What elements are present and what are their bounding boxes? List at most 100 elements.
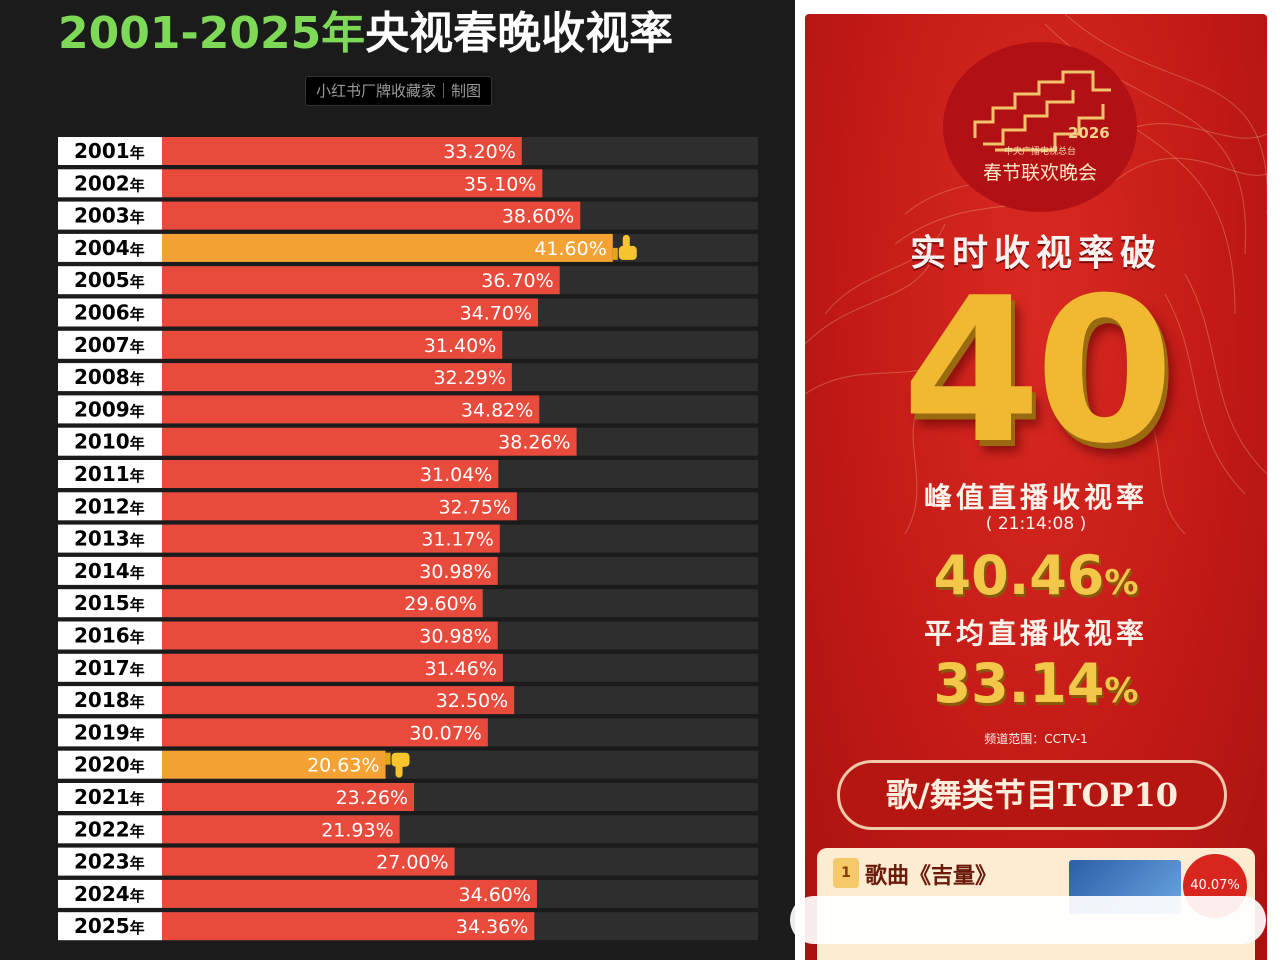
category-year: 2009 — [74, 397, 130, 421]
category-year: 2019 — [74, 720, 130, 744]
category-suffix: 年 — [130, 402, 145, 420]
value-label: 33.20% — [443, 141, 515, 163]
category-label: 2023年 — [74, 850, 145, 874]
category-year: 2015 — [74, 591, 130, 615]
bar — [162, 201, 581, 230]
value-label: 35.10% — [464, 173, 536, 195]
category-label-bg — [58, 233, 162, 262]
category-label: 2015年 — [74, 591, 145, 615]
category-label: 2004年 — [74, 236, 145, 260]
value-label: 38.60% — [502, 206, 574, 228]
category-label-bg — [58, 427, 162, 456]
category-suffix: 年 — [130, 499, 145, 517]
category-year: 2012 — [74, 494, 130, 518]
category-label-bg — [58, 783, 162, 811]
category-label-bg — [58, 686, 162, 715]
value-label: 36.70% — [481, 270, 553, 292]
value-label: 29.60% — [404, 593, 476, 615]
category-suffix: 年 — [130, 855, 145, 873]
category-suffix: 年 — [130, 176, 145, 194]
bar — [162, 686, 515, 715]
gala-emblem — [943, 42, 1137, 212]
category-label: 2001年 — [74, 139, 145, 163]
category-label-bg — [58, 589, 162, 618]
value-label: 30.98% — [419, 561, 491, 583]
credit-badge: 小红书厂牌收藏家｜制图 — [305, 76, 493, 106]
category-label: 2008年 — [74, 365, 145, 389]
category-year: 2024 — [74, 882, 130, 906]
bar — [162, 718, 488, 747]
emblem-organization: 中央广播电视总台 — [1003, 147, 1076, 157]
value-label: 34.70% — [460, 303, 532, 325]
category-year: 2002 — [74, 171, 130, 195]
category-suffix: 年 — [130, 370, 145, 388]
category-label-bg — [58, 395, 162, 424]
category-label: 2014年 — [74, 559, 145, 583]
category-label-bg — [58, 815, 162, 844]
category-suffix: 年 — [130, 144, 145, 162]
category-suffix: 年 — [130, 887, 145, 905]
category-label-bg — [58, 137, 162, 165]
bar — [162, 266, 560, 295]
value-label: 23.26% — [336, 787, 408, 809]
category-year: 2013 — [74, 527, 130, 551]
category-label-bg — [58, 621, 162, 650]
category-label: 2002年 — [74, 171, 145, 195]
category-label: 2003年 — [74, 204, 145, 228]
category-suffix: 年 — [130, 629, 145, 647]
bar — [162, 750, 386, 779]
category-label: 2012年 — [74, 494, 145, 518]
value-label: 32.50% — [436, 690, 508, 712]
value-label: 41.60% — [534, 238, 606, 260]
category-year: 2022 — [74, 817, 130, 841]
category-label-bg — [58, 653, 162, 682]
value-label: 34.82% — [461, 399, 533, 421]
category-label: 2010年 — [74, 430, 145, 454]
category-suffix: 年 — [130, 338, 145, 356]
headline-number: 40 — [901, 255, 1174, 488]
category-label: 2017年 — [74, 656, 145, 680]
chart-title-years: 2001-2025年 — [58, 8, 366, 59]
bar — [162, 233, 613, 262]
category-suffix: 年 — [130, 596, 145, 614]
decorative-swirl-lines — [805, 14, 1267, 535]
avg-rating-label: 平均直播收视率 — [923, 617, 1148, 650]
category-suffix: 年 — [130, 435, 145, 453]
bar — [162, 427, 577, 456]
category-suffix: 年 — [130, 919, 145, 937]
chart-title: 2001-2025年央视春晚收视率 — [58, 6, 778, 62]
category-year: 2023 — [74, 850, 130, 874]
value-label: 31.46% — [424, 658, 496, 680]
category-suffix: 年 — [130, 822, 145, 840]
category-suffix: 年 — [130, 790, 145, 808]
program-title: 歌曲《吉量》 — [865, 863, 998, 889]
rank-badge: 1 — [833, 858, 859, 888]
category-label: 2024年 — [74, 882, 145, 906]
category-year: 2004 — [74, 236, 130, 260]
category-year: 2016 — [74, 624, 130, 648]
category-label-bg — [58, 879, 162, 908]
category-label-bg — [58, 460, 162, 488]
bar — [162, 621, 498, 650]
bar — [162, 363, 512, 392]
category-label: 2022年 — [74, 817, 145, 841]
peak-rating-number: 40.46 — [933, 544, 1105, 607]
category-year: 2010 — [74, 430, 130, 454]
peak-time: ( 21:14:08 ) — [985, 514, 1087, 534]
category-label-bg — [58, 330, 162, 359]
bar — [162, 395, 540, 424]
value-label: 34.60% — [458, 884, 530, 906]
value-label: 32.75% — [438, 496, 510, 518]
category-label: 2019年 — [74, 720, 145, 744]
category-label: 2007年 — [74, 333, 145, 357]
category-label-bg — [58, 492, 162, 521]
emblem-pattern-icon — [973, 70, 1111, 152]
peak-rating-label: 峰值直播收视率 — [923, 481, 1148, 514]
value-label: 31.04% — [420, 464, 492, 486]
bar — [162, 492, 517, 521]
category-label-bg — [58, 201, 162, 230]
bar-chart: 2001年 33.20%2002年 35.10%2003年 38.60%2004年 41… — [58, 137, 758, 941]
category-label: 2016年 — [74, 624, 145, 648]
avg-rating-number: 33.14 — [933, 652, 1105, 715]
top10-button[interactable]: 歌/舞类节目TOP10 — [837, 760, 1227, 830]
